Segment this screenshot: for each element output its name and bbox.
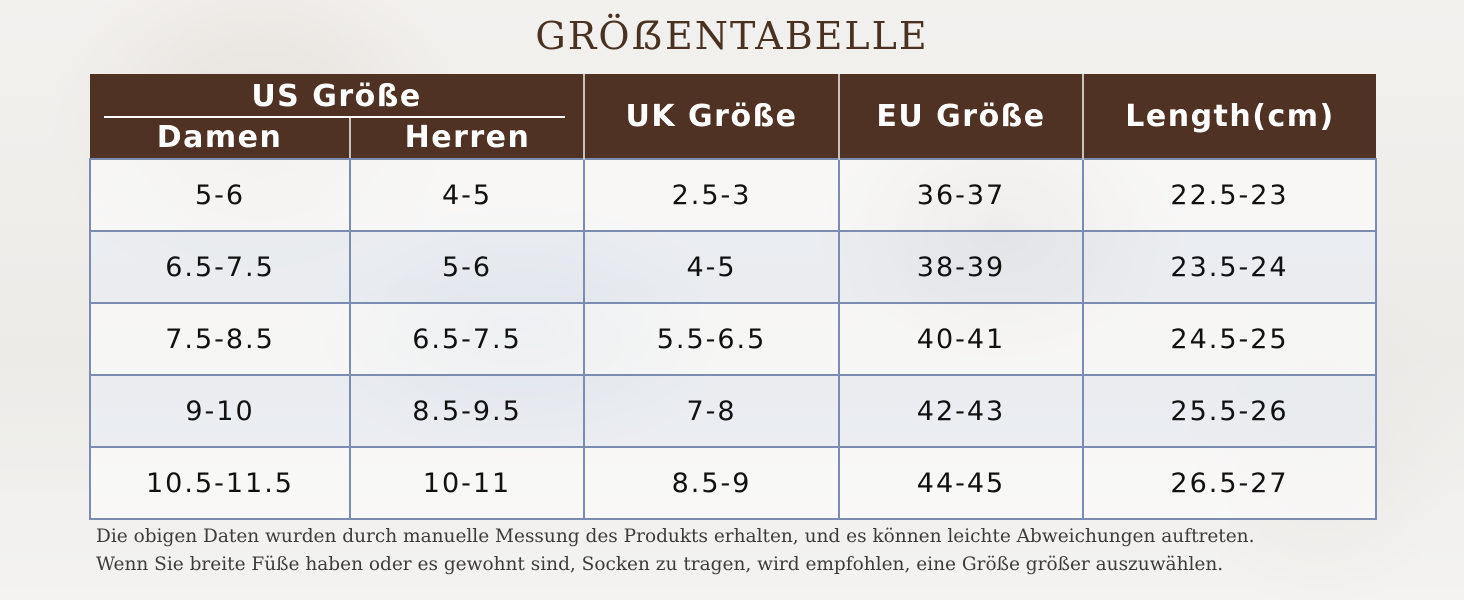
table-cell: 2.5-3 — [583, 158, 840, 232]
table-cell: 5-6 — [89, 158, 351, 232]
measurement-note: Die obigen Daten wurden durch manuelle M… — [96, 523, 1396, 579]
size-table: US Größe Damen Herren UK Größe EU Größe … — [89, 74, 1377, 520]
table-row: 9-10 8.5-9.5 7-8 42-43 25.5-26 — [89, 374, 1377, 448]
table-row: 7.5-8.5 6.5-7.5 5.5-6.5 40-41 24.5-25 — [89, 302, 1377, 376]
table-cell: 22.5-23 — [1082, 158, 1377, 232]
table-cell: 6.5-7.5 — [89, 230, 351, 304]
table-cell: 42-43 — [838, 374, 1084, 448]
note-line: Wenn Sie breite Füße haben oder es gewoh… — [96, 554, 1224, 575]
length-header: Length(cm) — [1083, 74, 1376, 159]
table-cell: 25.5-26 — [1082, 374, 1377, 448]
table-cell: 24.5-25 — [1082, 302, 1377, 376]
table-cell: 8.5-9.5 — [349, 374, 585, 448]
table-cell: 10-11 — [349, 446, 585, 520]
us-women-header: Damen — [90, 118, 351, 158]
note-line: Die obigen Daten wurden durch manuelle M… — [96, 526, 1255, 547]
table-cell: 38-39 — [838, 230, 1084, 304]
table-cell: 5-6 — [349, 230, 585, 304]
table-cell: 5.5-6.5 — [583, 302, 840, 376]
table-cell: 36-37 — [838, 158, 1084, 232]
table-cell: 9-10 — [89, 374, 351, 448]
table-cell: 7-8 — [583, 374, 840, 448]
table-row: 10.5-11.5 10-11 8.5-9 44-45 26.5-27 — [89, 446, 1377, 520]
us-men-header: Herren — [404, 120, 531, 155]
table-cell: 4-5 — [583, 230, 840, 304]
table-cell: 44-45 — [838, 446, 1084, 520]
table-cell: 4-5 — [349, 158, 585, 232]
eu-size-header: EU Größe — [839, 74, 1084, 159]
table-cell: 23.5-24 — [1082, 230, 1377, 304]
size-table-header: US Größe Damen Herren UK Größe EU Größe … — [90, 74, 1376, 159]
us-size-header: US Größe Damen Herren — [90, 74, 585, 159]
uk-size-header: UK Größe — [584, 74, 840, 159]
table-cell: 6.5-7.5 — [349, 302, 585, 376]
page-title: GRÖẞENTABELLE — [535, 14, 929, 58]
table-cell: 10.5-11.5 — [89, 446, 351, 520]
table-cell: 40-41 — [838, 302, 1084, 376]
table-cell: 8.5-9 — [583, 446, 840, 520]
table-cell: 26.5-27 — [1082, 446, 1377, 520]
table-row: 6.5-7.5 5-6 4-5 38-39 23.5-24 — [89, 230, 1377, 304]
table-cell: 7.5-8.5 — [89, 302, 351, 376]
us-size-label: US Größe — [251, 79, 422, 114]
table-row: 5-6 4-5 2.5-3 36-37 22.5-23 — [89, 158, 1377, 232]
header-divider — [104, 116, 565, 118]
